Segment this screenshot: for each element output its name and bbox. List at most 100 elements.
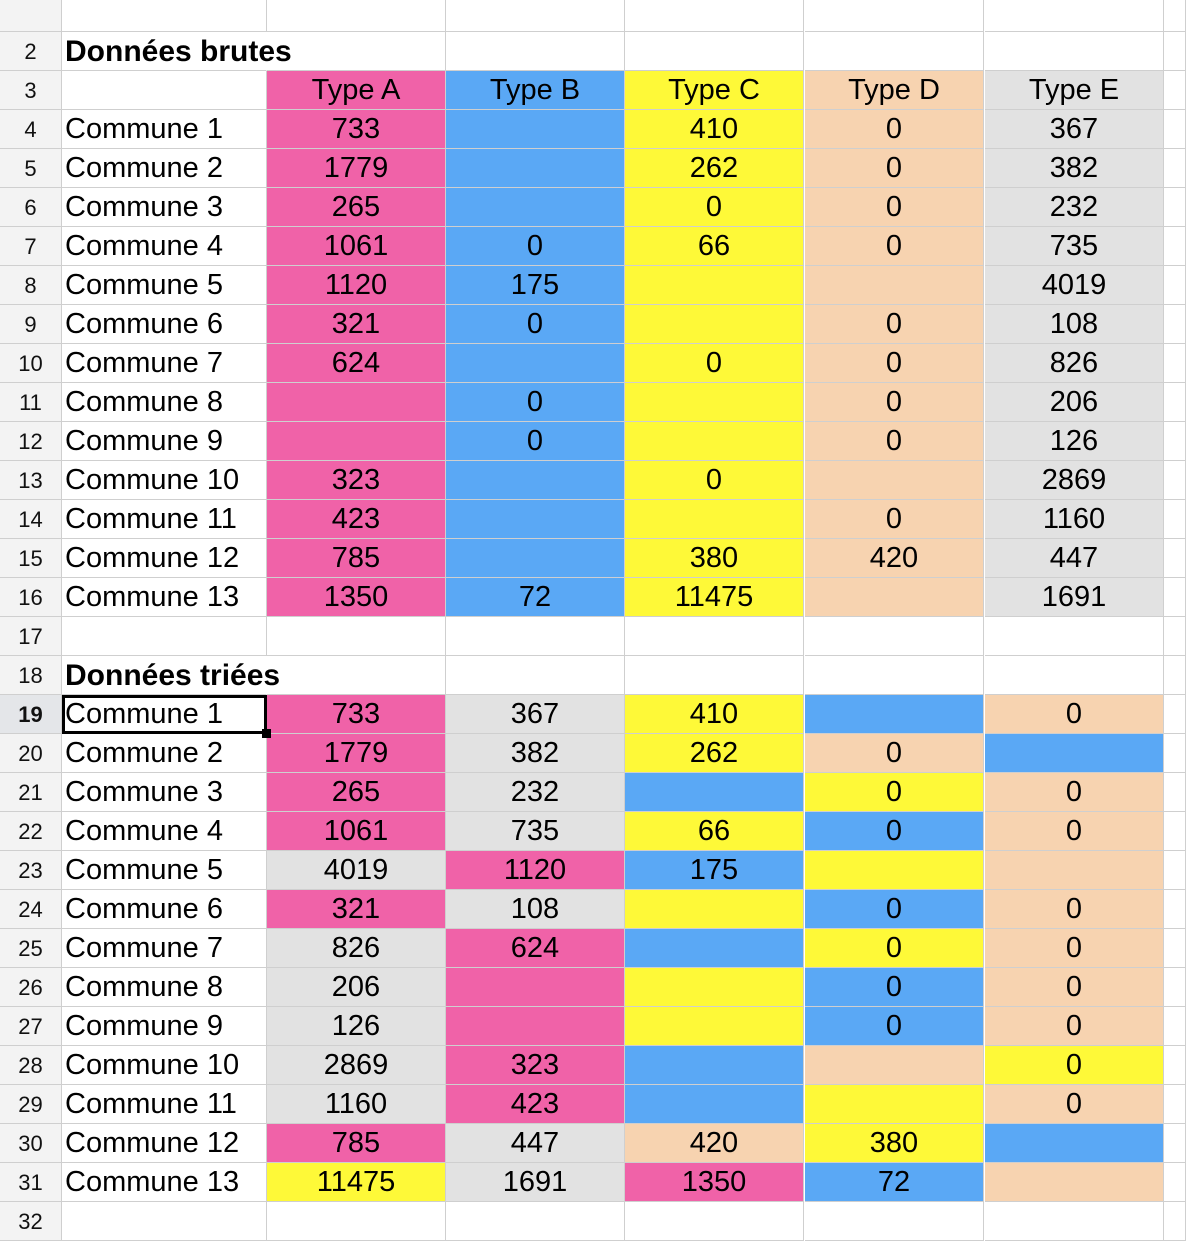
empty-cell[interactable] — [1164, 734, 1186, 773]
data-cell[interactable]: 826 — [267, 929, 446, 968]
empty-cell[interactable] — [985, 32, 1164, 71]
data-cell[interactable]: 1350 — [625, 1163, 804, 1202]
row-header[interactable]: 21 — [0, 773, 62, 812]
data-cell[interactable] — [805, 266, 984, 305]
data-cell[interactable] — [625, 1046, 804, 1085]
row-header[interactable]: 14 — [0, 500, 62, 539]
data-cell[interactable]: 66 — [625, 812, 804, 851]
commune-label[interactable]: Commune 12 — [62, 539, 267, 578]
data-cell[interactable]: 1120 — [267, 266, 446, 305]
row-header[interactable]: 17 — [0, 617, 62, 656]
data-cell[interactable] — [625, 422, 804, 461]
data-cell[interactable] — [625, 929, 804, 968]
raw-section-title[interactable]: Données brutes — [62, 32, 292, 71]
data-cell[interactable]: 0 — [985, 773, 1164, 812]
data-cell[interactable]: 262 — [625, 734, 804, 773]
data-cell[interactable]: 0 — [805, 149, 984, 188]
data-cell[interactable]: 367 — [985, 110, 1164, 149]
commune-label[interactable]: Commune 13 — [62, 578, 267, 617]
data-cell[interactable]: 0 — [985, 1046, 1164, 1085]
data-cell[interactable]: 0 — [446, 227, 625, 266]
commune-label[interactable]: Commune 7 — [62, 929, 267, 968]
empty-cell[interactable] — [1164, 422, 1186, 461]
row-header[interactable]: 32 — [0, 1202, 62, 1241]
data-cell[interactable]: 108 — [446, 890, 625, 929]
row-header[interactable]: 6 — [0, 188, 62, 227]
row-1-cell[interactable] — [62, 0, 267, 32]
row-1-cell[interactable] — [1164, 0, 1186, 32]
row-blank-cell[interactable] — [985, 1202, 1164, 1241]
empty-cell[interactable] — [1164, 851, 1186, 890]
data-cell[interactable]: 733 — [267, 695, 446, 734]
data-cell[interactable] — [805, 851, 984, 890]
data-cell[interactable]: 66 — [625, 227, 804, 266]
data-cell[interactable]: 624 — [267, 344, 446, 383]
empty-cell[interactable] — [1164, 968, 1186, 1007]
column-header-type[interactable]: Type A — [267, 71, 446, 110]
data-cell[interactable]: 382 — [446, 734, 625, 773]
row-blank-cell[interactable] — [62, 1202, 267, 1241]
data-cell[interactable]: 0 — [805, 734, 984, 773]
row-header[interactable]: 4 — [0, 110, 62, 149]
data-cell[interactable] — [625, 968, 804, 1007]
data-cell[interactable]: 1779 — [267, 734, 446, 773]
data-cell[interactable]: 72 — [446, 578, 625, 617]
data-cell[interactable] — [625, 773, 804, 812]
data-cell[interactable] — [267, 422, 446, 461]
empty-cell[interactable] — [1164, 1124, 1186, 1163]
commune-label[interactable]: Commune 1 — [62, 110, 267, 149]
data-cell[interactable] — [625, 383, 804, 422]
empty-cell[interactable] — [1164, 773, 1186, 812]
data-cell[interactable]: 0 — [985, 929, 1164, 968]
column-header-type[interactable]: Type B — [446, 71, 625, 110]
empty-cell[interactable] — [1164, 344, 1186, 383]
data-cell[interactable]: 2869 — [267, 1046, 446, 1085]
data-cell[interactable]: 0 — [805, 773, 984, 812]
data-cell[interactable] — [805, 1085, 984, 1124]
commune-label[interactable]: Commune 3 — [62, 188, 267, 227]
row-header[interactable] — [0, 0, 62, 32]
selected-cell[interactable]: Commune 1 — [62, 695, 267, 734]
data-cell[interactable] — [805, 695, 984, 734]
row-header[interactable]: 3 — [0, 71, 62, 110]
commune-label[interactable]: Commune 4 — [62, 812, 267, 851]
row-header[interactable]: 24 — [0, 890, 62, 929]
data-cell[interactable]: 380 — [625, 539, 804, 578]
data-cell[interactable] — [985, 734, 1164, 773]
data-cell[interactable]: 423 — [446, 1085, 625, 1124]
row-header[interactable]: 10 — [0, 344, 62, 383]
commune-label[interactable]: Commune 5 — [62, 851, 267, 890]
commune-label[interactable]: Commune 9 — [62, 1007, 267, 1046]
data-cell[interactable]: 323 — [267, 461, 446, 500]
row-header[interactable]: 15 — [0, 539, 62, 578]
data-cell[interactable]: 0 — [985, 812, 1164, 851]
row-blank-cell[interactable] — [625, 1202, 804, 1241]
data-cell[interactable]: 423 — [267, 500, 446, 539]
row-1-cell[interactable] — [267, 0, 446, 32]
row-blank-cell[interactable] — [1164, 1202, 1186, 1241]
data-cell[interactable] — [446, 1007, 625, 1046]
commune-label[interactable]: Commune 2 — [62, 734, 267, 773]
data-cell[interactable] — [805, 578, 984, 617]
data-cell[interactable]: 0 — [805, 305, 984, 344]
data-cell[interactable]: 0 — [625, 461, 804, 500]
commune-label[interactable]: Commune 8 — [62, 383, 267, 422]
commune-label[interactable]: Commune 11 — [62, 1085, 267, 1124]
data-cell[interactable] — [446, 539, 625, 578]
data-cell[interactable]: 1691 — [446, 1163, 625, 1202]
data-cell[interactable]: 108 — [985, 305, 1164, 344]
row-header[interactable]: 27 — [0, 1007, 62, 1046]
data-cell[interactable]: 382 — [985, 149, 1164, 188]
empty-cell[interactable] — [1164, 110, 1186, 149]
data-cell[interactable]: 420 — [625, 1124, 804, 1163]
data-cell[interactable]: 0 — [985, 695, 1164, 734]
data-cell[interactable]: 0 — [805, 968, 984, 1007]
data-cell[interactable]: 733 — [267, 110, 446, 149]
row-header[interactable]: 26 — [0, 968, 62, 1007]
data-cell[interactable]: 0 — [805, 812, 984, 851]
empty-cell[interactable] — [446, 32, 625, 71]
data-cell[interactable]: 1061 — [267, 227, 446, 266]
sorted-section-title[interactable]: Données triées — [62, 656, 280, 695]
row-header[interactable]: 12 — [0, 422, 62, 461]
data-cell[interactable]: 0 — [985, 1085, 1164, 1124]
